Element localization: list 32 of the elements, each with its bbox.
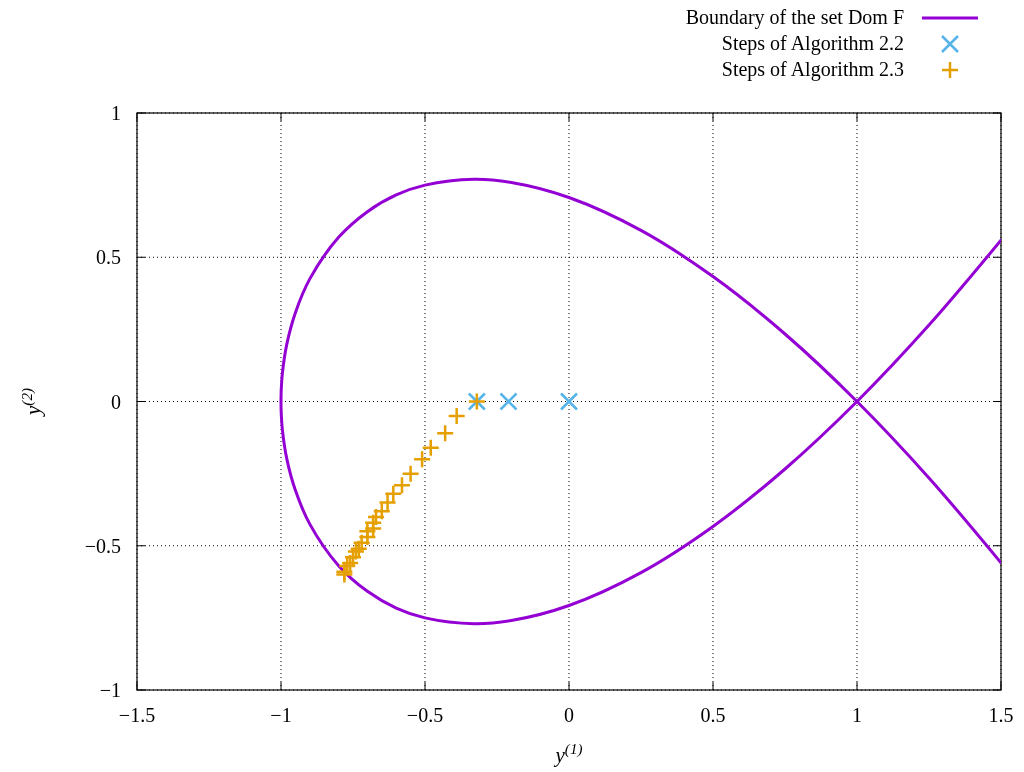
x-tick-label: 0 bbox=[564, 704, 574, 726]
point bbox=[384, 484, 403, 504]
x-tick-label: −0.5 bbox=[406, 704, 444, 726]
point bbox=[447, 406, 466, 426]
point bbox=[378, 493, 397, 512]
y-tick-label: 1 bbox=[111, 102, 121, 124]
point bbox=[392, 475, 412, 495]
point bbox=[366, 507, 386, 527]
point bbox=[435, 423, 455, 443]
x-axis-title: y$^{(1)}$ bbox=[553, 741, 583, 767]
point bbox=[559, 392, 579, 411]
y-tick-label: 0.5 bbox=[96, 246, 121, 269]
x-tick-label: 1.5 bbox=[988, 704, 1014, 726]
point bbox=[401, 464, 420, 483]
y-tick-label: 0 bbox=[111, 390, 121, 413]
point bbox=[499, 392, 518, 411]
x-tick-label: 0.5 bbox=[700, 704, 726, 726]
x-tick-label: 1 bbox=[852, 704, 862, 726]
legend-label: Steps of Algorithm 2.3 bbox=[721, 58, 904, 81]
legend-label: Steps of Algorithm 2.2 bbox=[721, 32, 904, 55]
y-tick-label: −0.5 bbox=[84, 534, 121, 557]
point bbox=[363, 519, 383, 538]
y-tick-label: −1 bbox=[99, 679, 121, 701]
point bbox=[358, 527, 377, 547]
point bbox=[412, 449, 432, 469]
legend-label: Boundary of the set Dom F bbox=[685, 6, 904, 29]
x-tick-label: −1 bbox=[270, 704, 292, 726]
point bbox=[372, 501, 392, 521]
x-tick-label: −1.5 bbox=[118, 704, 156, 726]
point bbox=[421, 438, 441, 457]
line-series bbox=[279, 177, 1001, 626]
point bbox=[343, 548, 363, 567]
